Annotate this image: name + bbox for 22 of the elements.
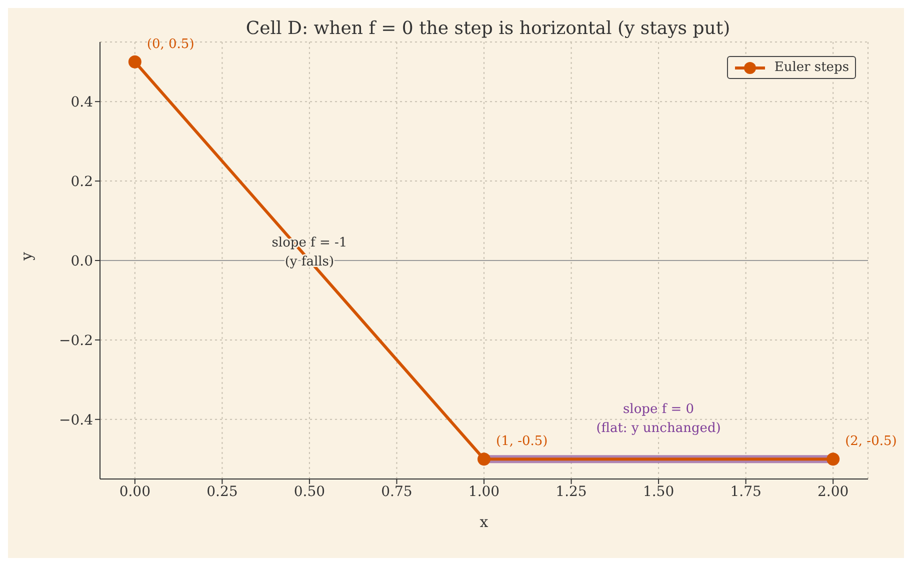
x-tick-label: 1.50 xyxy=(642,484,674,500)
legend-label: Euler steps xyxy=(774,60,849,75)
y-tick-label: −0.2 xyxy=(59,332,93,349)
x-tick-label: 0.50 xyxy=(294,484,326,500)
x-tick-label: 1.25 xyxy=(556,484,587,500)
x-tick-label: 0.75 xyxy=(381,484,412,500)
y-tick-label: −0.4 xyxy=(59,412,94,428)
annotation: (1, -0.5) xyxy=(496,434,548,450)
x-axis-title: x xyxy=(480,513,489,531)
x-tick-label: 1.75 xyxy=(730,484,762,500)
y-tick-label: 0.4 xyxy=(70,94,94,111)
y-tick-label: 0.2 xyxy=(70,174,93,190)
x-tick-label: 1.00 xyxy=(468,484,500,500)
y-axis-title: y xyxy=(17,252,36,262)
y-tick-label: 0.0 xyxy=(70,253,93,270)
chart-title: Cell D: when f = 0 the step is horizontal (y stays put) xyxy=(246,18,730,39)
x-tick-label: 2.00 xyxy=(818,484,849,500)
x-tick-label: 0.00 xyxy=(119,484,150,500)
annotation: (2, -0.5) xyxy=(845,434,897,450)
x-tick-label: 0.25 xyxy=(206,484,238,500)
annotation: (0, 0.5) xyxy=(146,36,194,52)
annotation: slope f = 0 (flat: y unchanged) xyxy=(596,402,721,436)
